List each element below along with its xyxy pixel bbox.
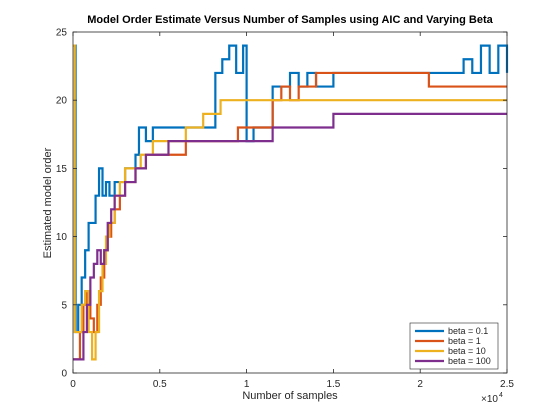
y-tick-label: 10 — [56, 232, 68, 243]
legend-entry-label: beta = 10 — [448, 346, 486, 356]
y-tick-label: 15 — [56, 164, 68, 175]
series-layer — [73, 44, 509, 361]
x-tick-label: 0.5 — [153, 379, 167, 390]
y-tick-label: 0 — [61, 369, 67, 380]
x-tick-label: 1 — [244, 379, 250, 390]
x-axis-exponent-base: ×10 — [481, 394, 498, 405]
y-tick-label: 5 — [61, 300, 67, 311]
x-axis-label: Number of samples — [242, 390, 338, 402]
axes-layer — [72, 31, 508, 374]
x-tick-label: 1.5 — [326, 379, 340, 390]
y-tick-label: 20 — [56, 96, 68, 107]
x-tick-label: 2.5 — [500, 379, 514, 390]
x-axis-exponent: ×10 4 — [481, 392, 503, 405]
chart-title: Model Order Estimate Versus Number of Sa… — [87, 14, 493, 26]
x-axis-exponent-power: 4 — [499, 392, 503, 399]
axes-box — [72, 31, 508, 374]
ticks-layer: 0 0.5 1 1.5 2 2.5 0 5 10 15 20 25 — [56, 28, 515, 391]
y-axis-label: Estimated model order — [42, 147, 54, 258]
x-tick-label: 0 — [70, 379, 76, 390]
y-tick-label: 25 — [56, 28, 68, 39]
series-line-3 — [73, 112, 507, 361]
legend-entry-label: beta = 1 — [448, 336, 481, 346]
legend-entry-label: beta = 0.1 — [448, 326, 488, 336]
legend-entry-label: beta = 100 — [448, 356, 491, 366]
x-tick-label: 2 — [417, 379, 423, 390]
series-line-2 — [73, 44, 507, 361]
